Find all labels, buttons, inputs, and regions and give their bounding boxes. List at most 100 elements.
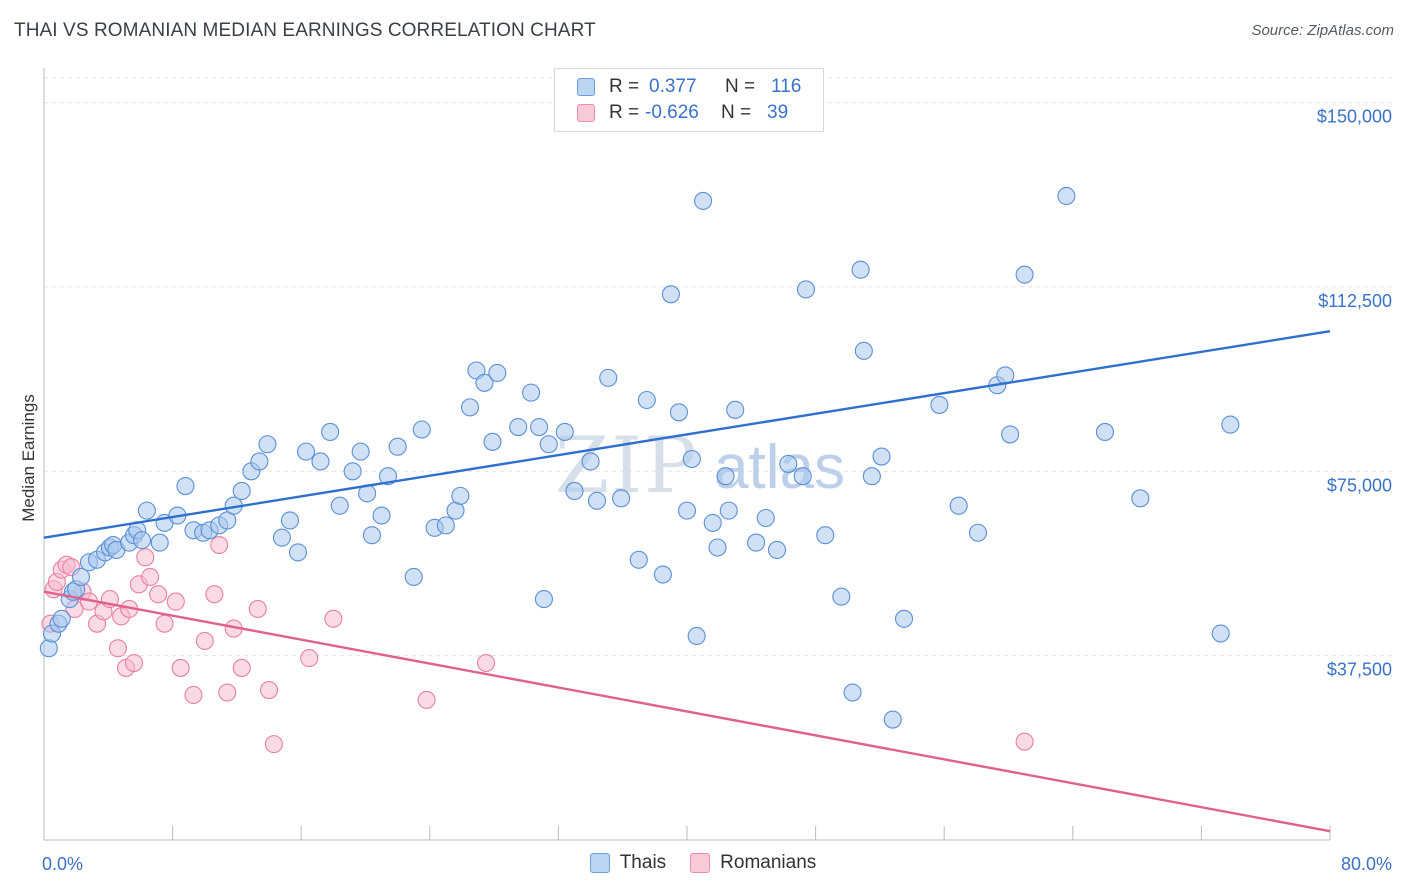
data-point xyxy=(330,496,349,515)
data-point xyxy=(534,590,553,609)
stats-legend: R = 0.377 N = 116 R = -0.626 N = 39 xyxy=(554,68,824,132)
data-point xyxy=(137,501,156,520)
data-point xyxy=(581,452,600,471)
data-point xyxy=(404,567,423,587)
data-point xyxy=(232,481,251,501)
data-point xyxy=(71,567,91,587)
legend-item-romanians[interactable]: Romanians xyxy=(690,852,816,874)
data-point xyxy=(930,395,949,414)
y-tick-labels: $37,500 $75,000 $112,500 $150,000 xyxy=(1317,107,1392,680)
data-point xyxy=(793,467,812,486)
data-point xyxy=(949,496,968,515)
data-point xyxy=(149,585,168,604)
legend-row-romanians: R = -0.626 N = 39 xyxy=(577,101,788,125)
data-point xyxy=(968,523,988,542)
thais-swatch xyxy=(577,78,595,96)
data-point xyxy=(248,599,267,618)
data-point xyxy=(205,585,224,604)
data-point xyxy=(1221,415,1240,434)
x-tick-labels: 0.0% 80.0% xyxy=(42,854,1392,874)
data-point xyxy=(460,398,480,417)
data-point xyxy=(232,658,251,677)
data-point xyxy=(477,653,496,673)
data-point xyxy=(218,683,237,702)
data-point xyxy=(587,491,607,510)
data-point xyxy=(612,489,631,508)
data-point xyxy=(451,486,470,505)
data-point xyxy=(296,442,316,461)
data-point xyxy=(694,191,713,210)
r-value: 0.377 xyxy=(649,76,697,97)
data-point xyxy=(264,735,283,754)
x-tick-label: 80.0% xyxy=(1341,854,1392,874)
data-point xyxy=(843,683,862,702)
data-point xyxy=(832,587,851,606)
data-point xyxy=(378,467,398,486)
data-point xyxy=(210,535,229,555)
data-point xyxy=(343,462,362,481)
romanians-trend-line xyxy=(43,590,1331,833)
data-point xyxy=(136,548,155,567)
data-point xyxy=(1095,422,1114,442)
data-point xyxy=(530,417,549,437)
legend-item-thais[interactable]: Thais xyxy=(589,852,667,874)
data-point xyxy=(372,506,391,525)
data-point xyxy=(108,639,127,658)
n-label: N = xyxy=(725,76,756,97)
data-point xyxy=(661,285,680,304)
data-point xyxy=(756,508,775,528)
data-point xyxy=(150,533,169,552)
data-point xyxy=(1015,732,1034,751)
legend-label: Thais xyxy=(619,852,667,873)
data-point xyxy=(862,467,881,486)
data-point xyxy=(155,614,174,633)
data-point xyxy=(565,481,584,501)
data-point xyxy=(708,538,727,557)
data-point xyxy=(669,403,689,422)
data-point xyxy=(653,565,672,584)
data-point xyxy=(687,626,706,646)
y-tick-label: $112,500 xyxy=(1318,291,1392,311)
data-point xyxy=(796,280,816,299)
data-point xyxy=(259,681,279,700)
data-point xyxy=(716,467,735,486)
data-point xyxy=(1131,489,1150,508)
r-value: -0.626 xyxy=(645,102,699,123)
data-point xyxy=(171,658,190,677)
data-point xyxy=(1211,624,1230,643)
data-point xyxy=(747,533,766,552)
data-point xyxy=(176,476,195,496)
legend-label: Romanians xyxy=(720,852,817,873)
romanians-swatch xyxy=(577,104,595,122)
y-tick-label: $75,000 xyxy=(1327,475,1392,495)
data-point xyxy=(475,373,494,392)
data-point xyxy=(1001,425,1020,444)
thais-swatch xyxy=(589,853,610,873)
data-point xyxy=(816,526,835,545)
data-point xyxy=(539,435,558,454)
data-point xyxy=(311,452,330,471)
r-label: R = xyxy=(609,76,640,97)
y-tick-label: $150,000 xyxy=(1317,107,1392,127)
source-label: Source: ZipAtlas.com xyxy=(1251,22,1394,39)
data-point xyxy=(872,447,891,466)
chart-title: THAI VS ROMANIAN MEDIAN EARNINGS CORRELA… xyxy=(14,20,596,41)
data-point xyxy=(321,422,340,442)
data-point xyxy=(288,543,308,562)
data-point xyxy=(677,501,697,520)
data-point xyxy=(1057,186,1076,206)
data-point xyxy=(388,437,407,456)
n-label: N = xyxy=(721,102,752,123)
data-point xyxy=(280,511,299,530)
data-point xyxy=(719,501,738,520)
data-point xyxy=(488,363,507,383)
thais-points xyxy=(39,186,1240,729)
n-value: 116 xyxy=(771,76,802,97)
romanians-swatch xyxy=(690,853,711,873)
data-point xyxy=(300,649,319,668)
data-point xyxy=(52,609,71,628)
data-point xyxy=(483,432,502,451)
n-value: 39 xyxy=(767,102,789,123)
legend-row-thais: R = 0.377 N = 116 xyxy=(577,75,801,99)
